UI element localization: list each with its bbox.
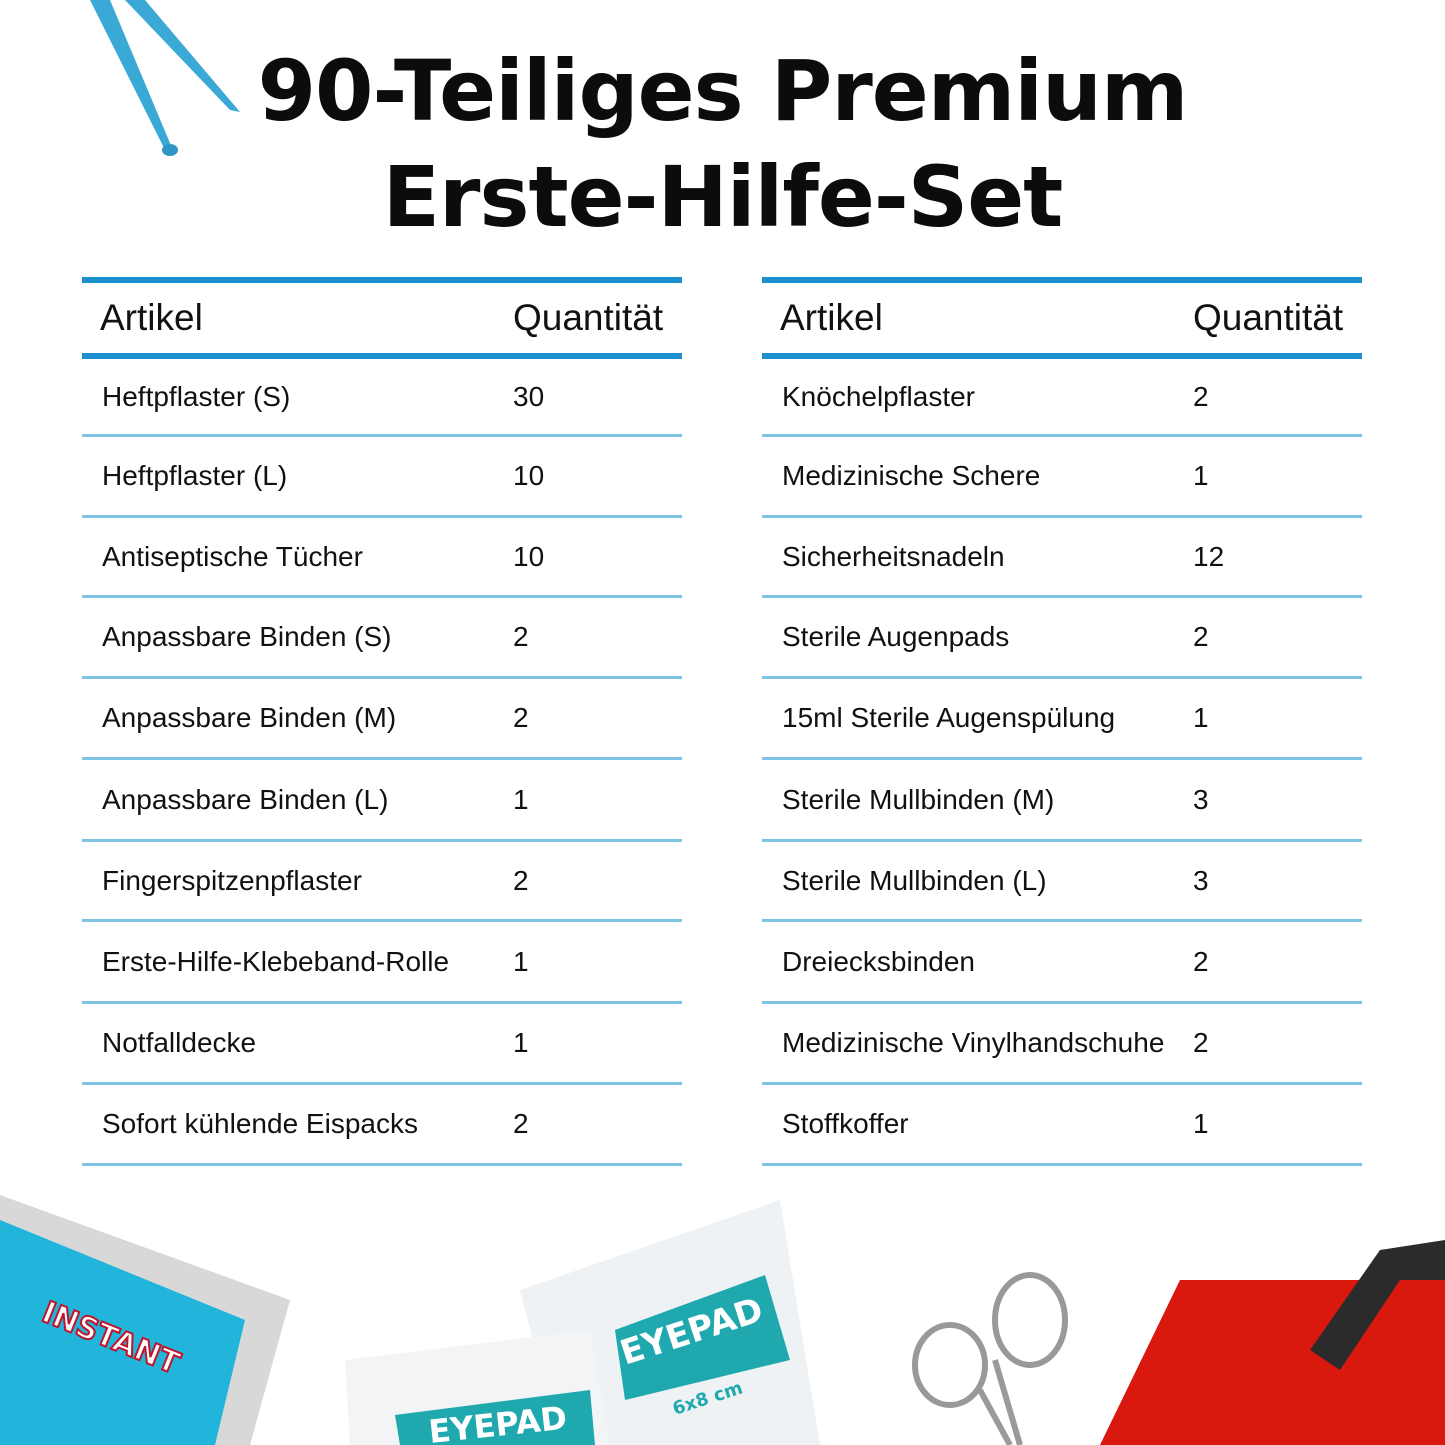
article-name: Notfalldecke [102,1027,257,1058]
table-row: Heftpflaster (S) 30 [82,359,682,437]
article-name: Medizinische Vinylhandschuhe [782,1027,1165,1058]
table-row: Anpassbare Binden (S) 2 [82,598,682,679]
table-row: 15ml Sterile Augenspülung 1 [762,679,1362,760]
table-row: Sterile Mullbinden (M) 3 [762,760,1362,842]
article-quantity: 12 [1193,540,1225,572]
instant-ice-pack-image: INSTANT [0,1195,290,1445]
article-quantity: 10 [513,460,545,491]
article-quantity: 2 [513,864,529,896]
table-header: Artikel Quantität [762,277,1362,359]
table-row: Sicherheitsnadeln 12 [762,518,1362,598]
article-name: Anpassbare Binden (S) [102,621,392,652]
table-row: Anpassbare Binden (M) 2 [82,679,682,760]
table-row: Stoffkoffer 1 [762,1085,1362,1166]
article-quantity: 30 [513,380,545,412]
article-name: Heftpflaster (S) [102,380,291,412]
red-bag-image [1100,1240,1445,1445]
scissors-image [912,1272,1068,1445]
table-row: Antiseptische Tücher 10 [82,518,682,598]
article-quantity: 10 [513,540,545,572]
table-row: Medizinische Vinylhandschuhe 2 [762,1004,1362,1085]
article-name: Stoffkoffer [782,1108,909,1139]
article-quantity: 1 [513,783,529,815]
title-line-1: 90-Teiliges Premium [257,42,1189,140]
article-quantity: 1 [1193,1108,1209,1139]
article-name: Sicherheitsnadeln [782,540,1005,572]
article-quantity: 2 [1193,945,1209,977]
article-name: Anpassbare Binden (L) [102,783,389,815]
article-name: Heftpflaster (L) [102,460,288,491]
header-quantity: Quantität [513,297,664,338]
title-line-2: Erste-Hilfe-Set [382,148,1064,246]
article-name: Antiseptische Tücher [102,540,363,572]
article-name: Fingerspitzenpflaster [102,864,362,896]
header-quantity: Quantität [1193,297,1344,338]
table-row: Erste-Hilfe-Klebeband-Rolle 1 [82,922,682,1004]
table-row: Medizinische Schere 1 [762,437,1362,518]
article-name: Medizinische Schere [782,460,1041,491]
article-name: Sterile Mullbinden (L) [782,864,1047,896]
article-name: Erste-Hilfe-Klebeband-Rolle [102,945,450,977]
table-row: Sterile Augenpads 2 [762,598,1362,679]
article-quantity: 1 [513,1027,529,1058]
table-row: Knöchelpflaster 2 [762,359,1362,437]
page-title: 90-Teiliges Premium Erste-Hilfe-Set [0,38,1445,250]
article-quantity: 1 [513,945,529,977]
items-table-left: Artikel Quantität Heftpflaster (S) 30 Heftpf… [82,277,682,1166]
header-article: Artikel [780,297,883,338]
table-row: Fingerspitzenpflaster 2 [82,842,682,922]
table-row: Dreiecksbinden 2 [762,922,1362,1004]
article-quantity: 2 [513,621,529,652]
article-quantity: 3 [1193,864,1209,896]
article-quantity: 1 [1193,702,1209,733]
eyepad-image: EYEPAD 6x8 cm EYEPAD [345,1200,820,1445]
article-quantity: 3 [1193,783,1209,815]
table-header: Artikel Quantität [82,277,682,359]
article-name: Knöchelpflaster [782,380,976,412]
article-name: Sterile Mullbinden (M) [782,783,1055,815]
article-quantity: 2 [513,702,529,733]
article-name: Anpassbare Binden (M) [102,702,397,733]
article-name: Sterile Augenpads [782,621,1010,652]
article-quantity: 1 [1193,460,1209,491]
table-row: Anpassbare Binden (L) 1 [82,760,682,842]
article-name: Dreiecksbinden [782,945,975,977]
table-row: Sterile Mullbinden (L) 3 [762,842,1362,922]
article-name: Sofort kühlende Eispacks [102,1108,418,1139]
table-row: Heftpflaster (L) 10 [82,437,682,518]
article-quantity: 2 [513,1108,529,1139]
table-row: Sofort kühlende Eispacks 2 [82,1085,682,1166]
header-article: Artikel [100,297,203,338]
table-row: Notfalldecke 1 [82,1004,682,1085]
article-quantity: 2 [1193,1027,1209,1058]
tweezers-image [90,0,240,156]
article-quantity: 2 [1193,621,1209,652]
article-name: 15ml Sterile Augenspülung [782,702,1116,733]
items-table-right: Artikel Quantität Knöchelpflaster 2 Medizini… [762,277,1362,1166]
article-quantity: 2 [1193,380,1209,412]
